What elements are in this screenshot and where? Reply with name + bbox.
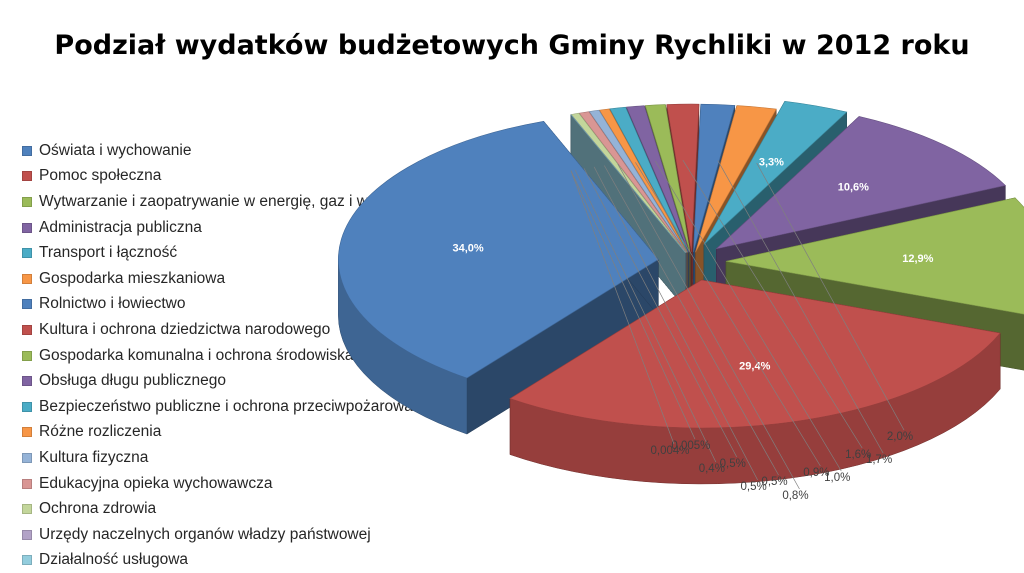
slice-data-label: 3,3%	[759, 156, 784, 168]
slice-data-label: 1,6%	[845, 449, 871, 461]
slice-data-label: 34,0%	[453, 242, 484, 254]
slice-data-label: 12,9%	[902, 253, 933, 265]
slice-data-label: 2,0%	[887, 431, 913, 443]
slice-data-label: 0,4%	[699, 463, 725, 475]
slice-data-label: 0,004%	[650, 445, 689, 457]
slice-data-label: 0,8%	[782, 490, 808, 502]
slice-data-label: 10,6%	[838, 182, 869, 194]
slice-data-label: 29,4%	[739, 360, 770, 372]
slice-data-label: 0,5%	[741, 481, 767, 493]
slice-data-label: 0,9%	[803, 467, 829, 479]
